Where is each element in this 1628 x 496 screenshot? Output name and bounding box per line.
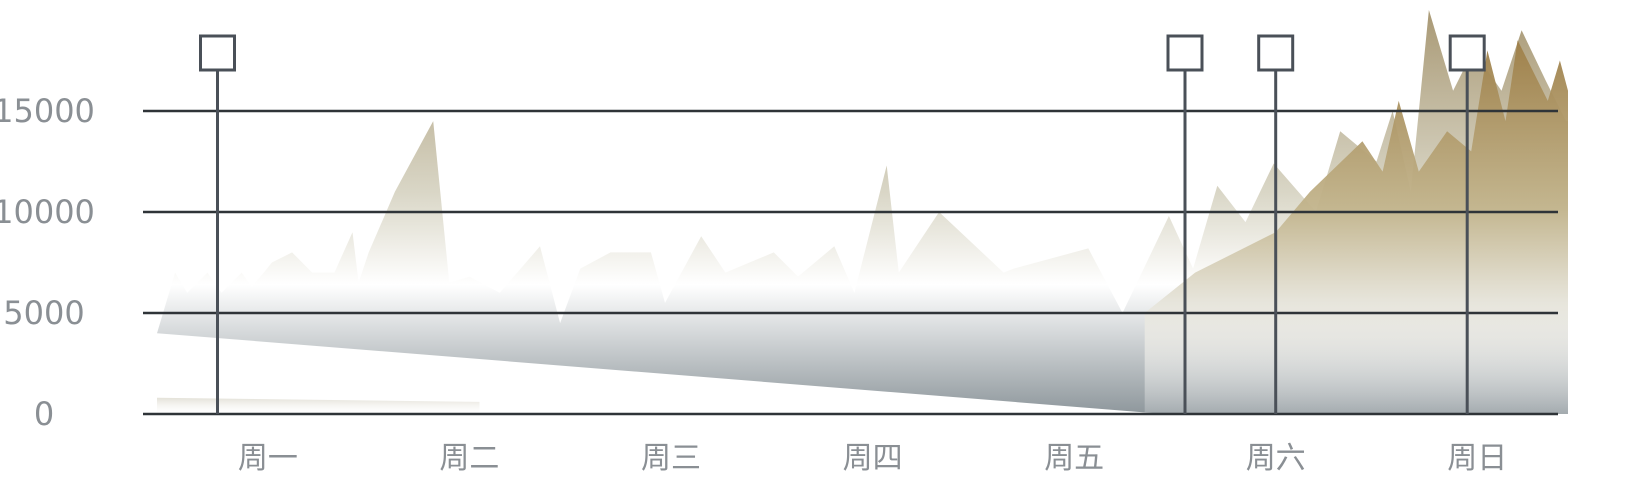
y-tick-label: 5000 bbox=[3, 294, 84, 332]
x-axis-categories: 周一 周二 周三 周四 周五 周六 周日 bbox=[238, 441, 1507, 476]
x-category-label: 周三 bbox=[641, 441, 701, 476]
x-category-label: 周五 bbox=[1044, 441, 1104, 476]
event-marker-flag bbox=[1257, 34, 1295, 72]
event-marker-flag bbox=[199, 34, 236, 72]
series-area-2 bbox=[157, 397, 480, 414]
series-area-1 bbox=[1144, 40, 1568, 415]
event-marker bbox=[1257, 34, 1295, 414]
event-marker-flag bbox=[1448, 34, 1486, 72]
event-marker bbox=[1448, 34, 1486, 414]
y-tick-label: 15000 bbox=[0, 92, 95, 130]
grid-lines bbox=[143, 109, 1558, 416]
event-markers bbox=[199, 34, 1486, 414]
x-category-label: 周日 bbox=[1447, 441, 1507, 476]
x-category-label: 周四 bbox=[843, 441, 903, 476]
event-marker-flag bbox=[1166, 34, 1204, 72]
x-category-label: 周六 bbox=[1246, 441, 1306, 476]
event-marker bbox=[1166, 34, 1204, 414]
y-tick-label: 0 bbox=[34, 395, 54, 433]
event-marker bbox=[199, 34, 236, 414]
x-category-label: 周二 bbox=[439, 441, 499, 476]
x-category-label: 周一 bbox=[238, 441, 298, 476]
y-axis-ticks: 0 5000 10000 15000 bbox=[0, 92, 95, 433]
y-tick-label: 10000 bbox=[0, 193, 95, 231]
